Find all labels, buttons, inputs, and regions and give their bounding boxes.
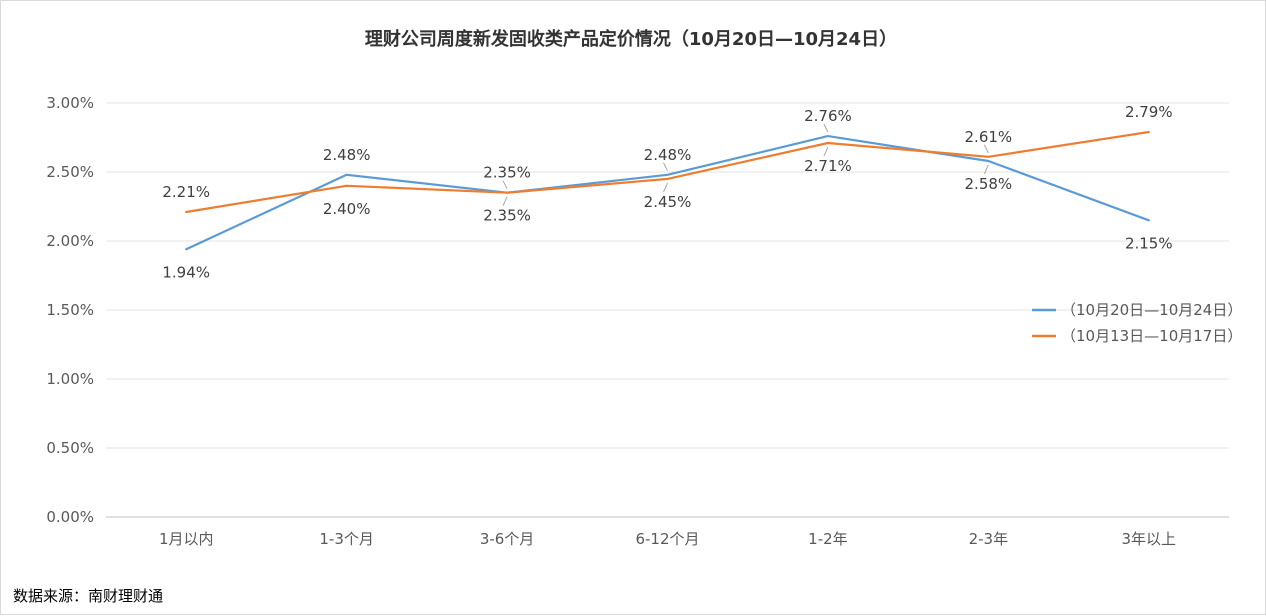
data-label: 2.40%: [323, 200, 371, 218]
data-label: 2.35%: [483, 207, 531, 225]
data-label: 2.35%: [483, 164, 531, 182]
legend-label: （10月20日—10月24日）: [1061, 301, 1242, 319]
label-leader-line: [983, 164, 989, 175]
data-label: 2.21%: [162, 183, 210, 201]
y-tick-label: 2.50%: [46, 163, 94, 181]
series-line-1: [185, 135, 1150, 251]
x-tick-label: 3-6个月: [480, 530, 535, 548]
data-labels: 1.94% 2.21% 2.48% 2.40% 2.35% 2.35% 2.48% 2.45%…: [162, 103, 1172, 281]
data-label: 2.76%: [804, 107, 852, 125]
x-tick-label: 1-2年: [808, 530, 848, 548]
y-tick-label: 1.50%: [46, 301, 94, 319]
label-leader-line: [823, 146, 829, 157]
y-tick-label: 1.00%: [46, 370, 94, 388]
data-label: 2.48%: [323, 146, 371, 164]
x-tick-label: 1月以内: [159, 530, 214, 548]
legend-label: （10月13日—10月17日）: [1061, 327, 1242, 345]
data-label: 2.48%: [644, 146, 692, 164]
series-lines: [185, 130, 1150, 251]
data-label: 2.61%: [965, 128, 1013, 146]
chart-title: 理财公司周度新发固收类产品定价情况（10月20日—10月24日）: [365, 28, 897, 50]
data-label: 2.79%: [1125, 103, 1173, 121]
series-line-2: [185, 130, 1150, 214]
legend: （10月20日—10月24日） （10月13日—10月17日）: [1032, 301, 1242, 345]
data-label: 2.15%: [1125, 234, 1173, 252]
data-label: 1.94%: [162, 263, 210, 281]
data-label: 2.58%: [965, 175, 1013, 193]
label-leader-line: [502, 196, 508, 206]
x-tick-label: 2-3年: [969, 530, 1009, 548]
y-axis: 0.00% 0.50% 1.00% 1.50% 2.00% 2.50% 3.00%: [46, 94, 94, 526]
y-tick-label: 2.00%: [46, 232, 94, 250]
label-leader-line: [502, 180, 508, 189]
x-axis: 1月以内 1-3个月 3-6个月 6-12个月 1-2年 2-3年 3年以上: [159, 530, 1176, 548]
grid-lines: [106, 102, 1229, 518]
y-tick-label: 3.00%: [46, 94, 94, 112]
label-leader-line: [983, 144, 989, 154]
label-leader-line: [663, 182, 668, 193]
source-note: 数据来源：南财理财通: [13, 587, 163, 605]
label-leader-line: [663, 162, 668, 171]
data-label: 2.45%: [644, 193, 692, 211]
x-tick-label: 3年以上: [1122, 530, 1177, 548]
x-tick-label: 1-3个月: [319, 530, 374, 548]
label-leader-line: [823, 123, 829, 133]
y-tick-label: 0.50%: [46, 439, 94, 457]
x-tick-label: 6-12个月: [635, 530, 699, 548]
data-label: 2.71%: [804, 157, 852, 175]
y-tick-label: 0.00%: [46, 508, 94, 526]
